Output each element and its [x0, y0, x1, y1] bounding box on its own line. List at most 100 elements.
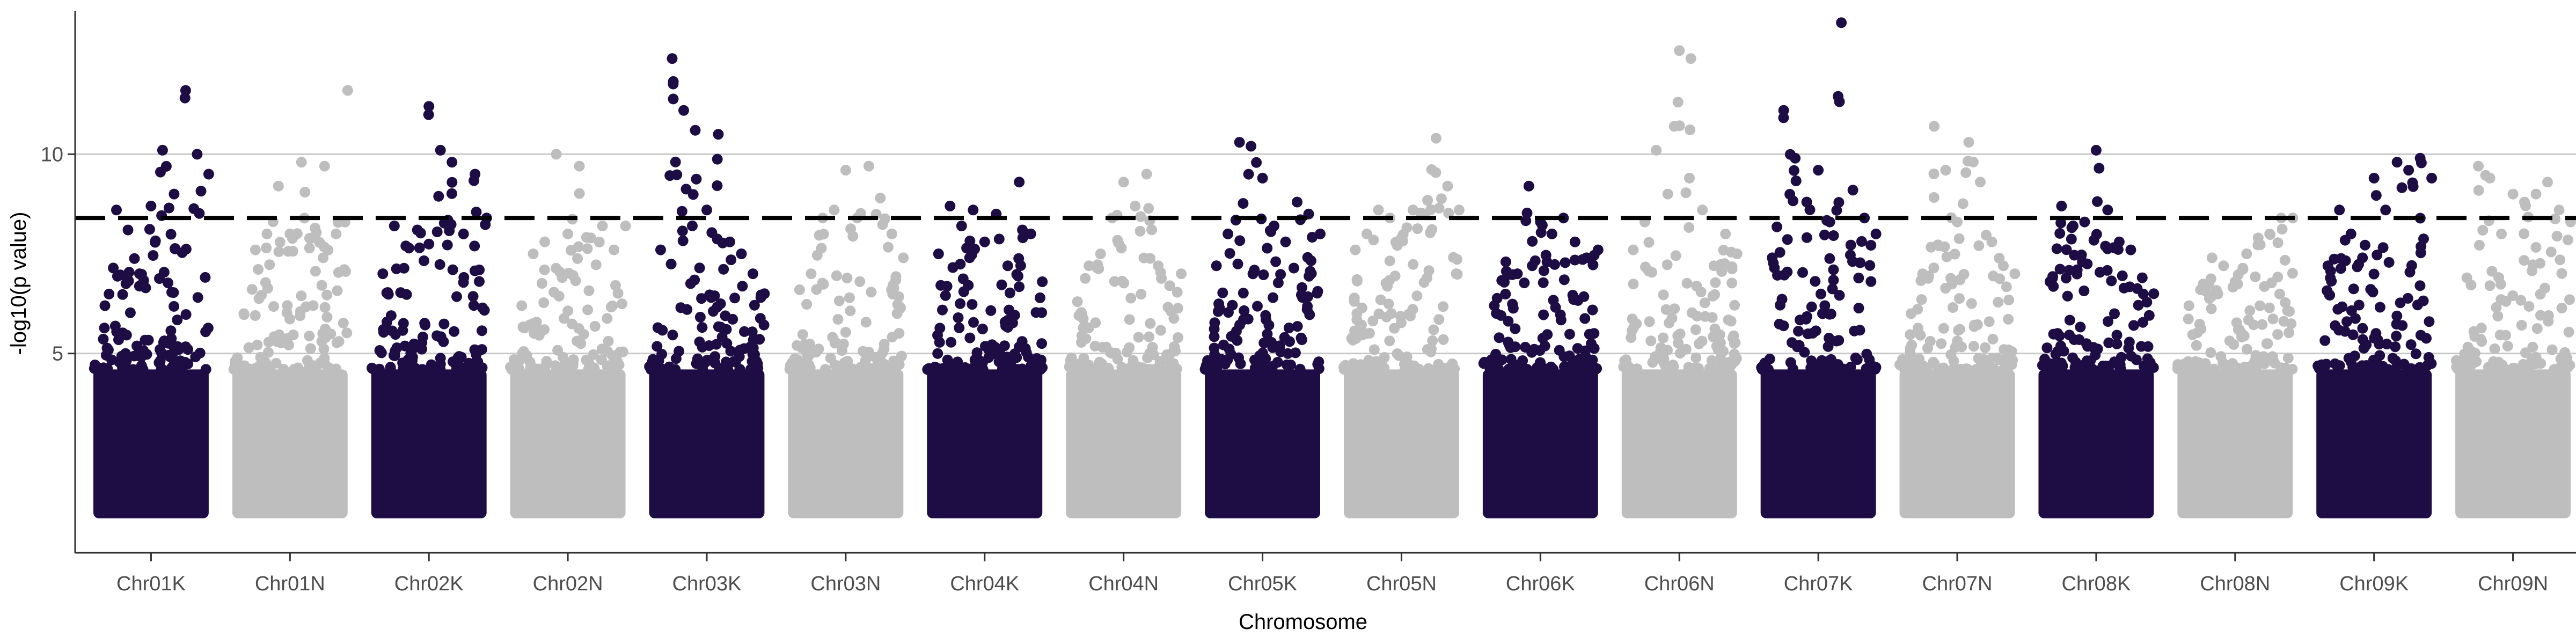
snp-point — [1699, 297, 1710, 309]
snp-point — [1674, 328, 1686, 340]
snp-point — [2111, 330, 2123, 341]
snp-point — [155, 166, 166, 178]
peak-point — [2530, 188, 2542, 200]
snp-point — [612, 288, 624, 299]
snp-point — [1709, 289, 1720, 300]
snp-point — [1078, 323, 1089, 334]
snp-point — [2368, 268, 2380, 280]
snp-point — [2341, 316, 2352, 327]
snp-point — [2109, 308, 2120, 319]
snp-point — [1503, 316, 1514, 327]
snp-point — [1436, 193, 1447, 204]
snp-point — [525, 362, 536, 373]
point-mass-Chr01K — [93, 369, 209, 518]
snp-point — [1715, 337, 1726, 348]
snp-point — [1704, 363, 1715, 374]
snp-point — [1521, 364, 1533, 375]
snp-point — [1917, 360, 1928, 371]
snp-point — [2372, 250, 2383, 261]
chromosome-Chr06K — [1478, 180, 1604, 518]
snp-point — [2333, 325, 2345, 336]
peak-point — [956, 221, 967, 231]
peak-point — [1708, 260, 1719, 272]
snp-point — [2072, 264, 2083, 275]
peak-point — [1975, 177, 1986, 188]
snp-point — [1906, 339, 1918, 350]
snp-point — [652, 341, 663, 352]
snp-point — [2500, 296, 2512, 307]
snp-point — [1538, 309, 1549, 320]
snp-point — [2370, 190, 2382, 201]
peak-point — [597, 221, 608, 231]
peak-point — [690, 125, 701, 136]
snp-point — [819, 364, 831, 375]
peak-point — [169, 188, 180, 200]
peak-point — [2067, 221, 2079, 231]
snp-point — [1401, 351, 1413, 362]
snp-point — [456, 352, 467, 363]
snp-point — [407, 343, 418, 355]
peak-point — [1453, 204, 1465, 216]
snp-point — [1217, 287, 1228, 298]
snp-point — [1764, 353, 1775, 364]
snp-point — [305, 343, 316, 354]
snp-point — [166, 362, 178, 373]
snp-point — [143, 334, 154, 346]
snp-point — [2423, 352, 2434, 363]
snp-point — [1658, 332, 1669, 343]
peak-point — [1407, 204, 1418, 216]
snp-point — [1564, 350, 1575, 362]
snp-point — [1645, 335, 1657, 347]
chromosome-Chr07N — [1894, 121, 2021, 518]
chromosome-Chr07K — [1756, 17, 1882, 518]
peak-point — [516, 300, 528, 311]
snp-point — [2391, 331, 2402, 342]
peak-point — [2206, 252, 2218, 264]
snp-point — [1242, 313, 1254, 325]
peak-point — [308, 232, 319, 244]
snp-point — [264, 259, 275, 270]
peak-point — [1847, 185, 1858, 196]
snp-point — [435, 331, 447, 342]
snp-point — [261, 363, 273, 375]
snp-point — [1447, 358, 1458, 369]
snp-point — [726, 254, 737, 266]
snp-point — [1560, 257, 1571, 268]
snp-point — [2486, 266, 2498, 277]
point-mass-Chr08N — [2177, 369, 2293, 518]
snp-point — [2094, 163, 2105, 174]
snp-point — [2205, 347, 2216, 358]
snp-point — [150, 235, 161, 246]
snp-point — [163, 202, 174, 214]
chromosome-Chr08N — [2172, 213, 2299, 518]
snp-point — [1500, 289, 1511, 299]
snp-point — [281, 307, 292, 318]
snp-point — [1801, 232, 1812, 243]
x-tick-label-Chr08K: Chr08K — [2061, 573, 2131, 595]
x-tick-label-Chr02K: Chr02K — [394, 573, 464, 595]
snp-point — [125, 307, 136, 318]
peak-point — [1906, 308, 1916, 319]
snp-point — [2530, 352, 2542, 363]
snp-point — [2523, 301, 2535, 312]
snp-point — [121, 330, 132, 341]
snp-point — [1135, 211, 1146, 222]
snp-point — [2405, 339, 2417, 350]
snp-point — [1564, 328, 1575, 340]
snp-point — [1373, 308, 1385, 319]
snp-point — [367, 363, 378, 374]
peak-point — [1986, 236, 1997, 247]
snp-point — [617, 346, 628, 357]
peak-point — [759, 288, 770, 299]
snp-point — [2244, 305, 2256, 316]
snp-point — [474, 276, 485, 287]
snp-point — [148, 250, 159, 261]
snp-point — [1662, 259, 1673, 270]
snp-point — [1448, 252, 1459, 263]
snp-point — [1036, 338, 1048, 349]
snp-point — [934, 336, 945, 348]
snp-point — [612, 356, 623, 367]
snp-point — [389, 350, 400, 361]
snp-point — [653, 355, 664, 367]
snp-point — [99, 323, 110, 334]
